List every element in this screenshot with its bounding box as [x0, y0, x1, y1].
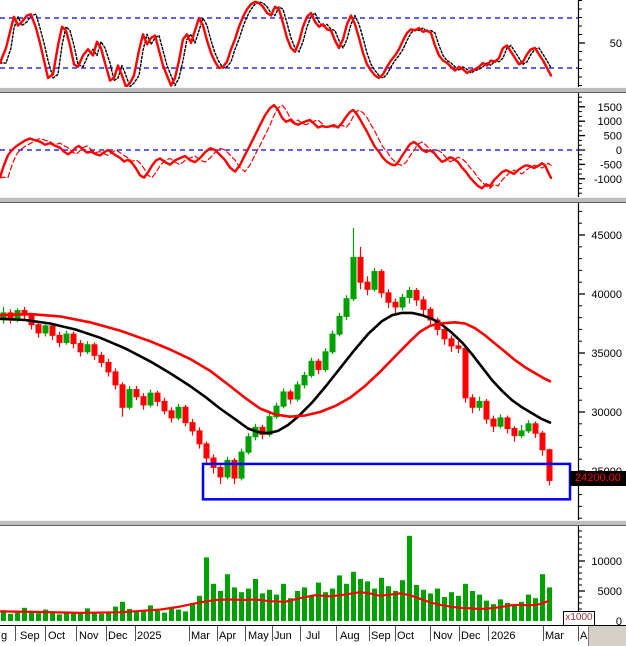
month-label: Mar [191, 630, 210, 642]
pane-splitter-3[interactable] [0, 520, 626, 526]
time-axis-tick [430, 626, 431, 641]
pane-splitter-1[interactable] [0, 87, 626, 93]
time-axis-tick [578, 626, 579, 641]
plot-area [0, 103, 578, 190]
volume-multiplier-label: x1000 [563, 611, 595, 626]
y-axis-label: 500 [604, 131, 622, 143]
time-axis-tick [488, 626, 489, 641]
time-axis-tick [15, 626, 16, 641]
time-axis-tick [106, 626, 107, 641]
y-axis-label: 30000 [591, 407, 622, 419]
month-label: Sep [371, 630, 391, 642]
volume-ma-red [0, 591, 550, 615]
month-label: 2026 [491, 630, 516, 642]
panel4-volume[interactable]: 10000 5000 0 [0, 526, 626, 625]
time-axis-tick [245, 626, 246, 641]
momentum [0, 103, 553, 190]
month-label: 2025 [137, 630, 162, 642]
time-axis-tick [135, 626, 136, 641]
candles [0, 227, 553, 486]
month-label: Oct [397, 630, 415, 642]
time-axis-tick [369, 626, 370, 641]
plot-area [0, 0, 578, 87]
month-label: Sep [20, 630, 40, 642]
month-label: Dec [108, 630, 128, 642]
y-axis-label: 0 [616, 145, 622, 157]
y-axis-label: 1000 [598, 116, 622, 128]
month-label: Nov [433, 630, 453, 642]
time-axis-tick [76, 626, 77, 641]
time-axis-tick [336, 626, 337, 641]
panel3-price[interactable]: 4500040000350003000025000 [0, 203, 626, 520]
month-label: Dec [461, 630, 481, 642]
ma-slow-red [0, 312, 552, 418]
time-axis-tick [395, 626, 396, 641]
y-axis-label: 50 [610, 38, 622, 50]
axis-corner-spacer [588, 626, 626, 646]
month-label: Aug [340, 630, 360, 642]
month-label: A [580, 630, 588, 642]
time-axis-tick [300, 626, 301, 641]
ma-fast-black [0, 311, 552, 435]
last-price-label: 24200.00 [570, 471, 626, 486]
time-axis-tick [459, 626, 460, 641]
month-label: May [248, 630, 269, 642]
month-label: g [1, 630, 8, 642]
plot-area [0, 535, 552, 621]
month-label: Oct [48, 630, 66, 642]
time-axis-tick [189, 626, 190, 641]
time-axis-tick [217, 626, 218, 641]
month-label: Nov [79, 630, 99, 642]
oscillator [0, 0, 553, 87]
y-axis-label: 0 [616, 616, 622, 625]
support-zone-box[interactable] [201, 462, 572, 501]
y-axis-label: 35000 [591, 348, 622, 360]
time-axis-tick [272, 626, 273, 641]
month-label: Apr [219, 630, 237, 642]
pane-splitter-2[interactable] [0, 197, 626, 203]
time-axis: g Sep Oct Nov Dec 2025 Mar Apr May Jun Jul Aug Sep Oc… [0, 625, 626, 646]
y-axis-label: -1000 [594, 174, 622, 186]
month-label: Jul [306, 630, 321, 642]
y-axis-label: 45000 [591, 230, 622, 242]
y-axis-label: 1500 [598, 102, 622, 114]
plot-area [0, 227, 572, 501]
month-label: Mar [545, 630, 564, 642]
time-axis-tick [45, 626, 46, 641]
panel2-momentum[interactable]: 1500 1000 500 0 -500 -1000 [0, 93, 626, 197]
y-axis-label: -500 [600, 159, 622, 171]
y-axis-label: 5000 [598, 586, 622, 598]
time-axis-tick [543, 626, 544, 641]
oscillator-signal [0, 1, 552, 87]
y-axis-label: 10000 [591, 556, 622, 568]
panel1-oscillator[interactable]: 50 [0, 0, 626, 87]
month-label: Jun [274, 630, 292, 642]
y-axis-label: 40000 [591, 289, 622, 301]
